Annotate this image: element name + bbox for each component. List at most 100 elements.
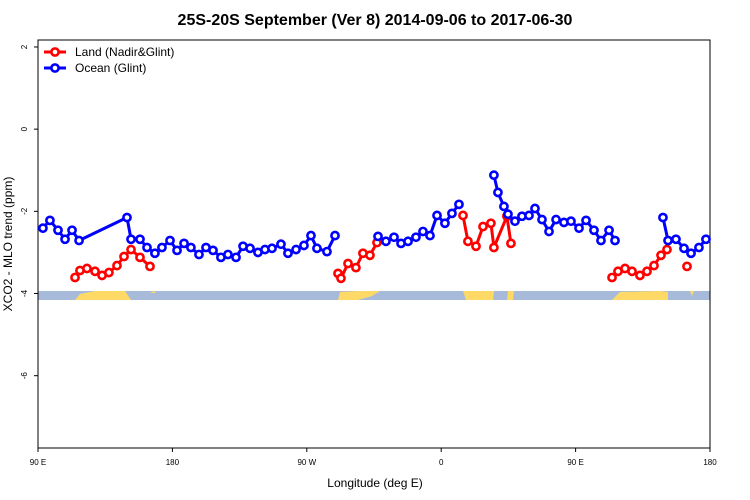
series-point [627,266,637,277]
series-point [537,214,547,225]
series-point [471,241,481,252]
series-point [682,261,692,272]
chart-title: 25S-20S September (Ver 8) 2014-09-06 to … [178,12,573,29]
series-point [231,252,241,263]
series-point [74,235,84,246]
y-axis-label: XCO2 - MLO trend (ppm) [1,177,15,312]
series-point [126,244,136,255]
series-point [291,244,301,255]
series-point [425,230,435,241]
series-point [381,236,391,247]
series-point [635,270,645,281]
series-point [510,216,520,227]
series-point [486,218,496,229]
series-point [112,260,122,271]
series-point [581,215,591,226]
series-point [223,249,233,260]
series-point [172,245,182,256]
series-point [403,236,413,247]
series-point [701,234,711,245]
series-point [694,242,704,253]
legend-marker [50,63,60,73]
series-point [493,187,503,198]
series-point [351,262,361,273]
series-point [186,242,196,253]
series-point [656,250,666,261]
series-point [544,226,554,237]
series-point [649,260,659,271]
series-point [165,235,175,246]
series-point [454,199,464,210]
series-point [267,243,277,254]
series-point [104,267,114,278]
series-point [671,234,681,245]
series-point [150,248,160,259]
series-point [503,209,513,220]
series-point [276,239,286,250]
land-sea-strip [38,291,710,300]
series-point [686,248,696,259]
series-point [82,263,92,274]
x-axis-label: Longitude (deg E) [327,476,422,490]
legend-label: Land (Nadir&Glint) [75,45,174,59]
series-point [60,234,70,245]
series-point [157,242,167,253]
series-point [524,210,534,221]
legend-label: Ocean (Glint) [75,61,146,75]
series-point [365,250,375,261]
x-tick-label: 180 [166,458,180,467]
series-point [283,248,293,259]
series-point [135,252,145,263]
series-point [53,225,63,236]
series-point [245,243,255,254]
series-point [142,242,152,253]
series-point [679,243,689,254]
series-point [389,232,399,243]
series-point [330,230,340,241]
series-point [312,243,322,254]
series-point [440,218,450,229]
series-point [432,210,442,221]
series-point [299,240,309,251]
series-point [179,238,189,249]
x-tick-label: 180 [703,458,717,467]
series-point [145,261,155,272]
y-tick-label: -6 [20,372,29,380]
y-tick-label: 0 [20,126,29,131]
series-point [642,266,652,277]
series-point [589,225,599,236]
series-point [38,223,48,234]
series-point [343,258,353,269]
series-point [126,234,136,245]
series-point [70,272,80,283]
series-point [336,273,346,284]
series-point [373,231,383,242]
series-point [489,170,499,181]
series-point [411,232,421,243]
series-point [208,245,218,256]
series-point [90,266,100,277]
x-tick-label: 90 E [567,458,583,467]
series-point [658,212,668,223]
series-point [607,272,617,283]
x-tick-label: 0 [439,458,444,467]
series-point [530,203,540,214]
y-tick-label: -2 [20,207,29,215]
series-point [610,235,620,246]
series-point [596,235,606,246]
series-point [322,246,332,257]
series-point [418,226,428,237]
series-point [194,249,204,260]
y-tick-label: -4 [20,289,29,297]
series-point [566,216,576,227]
series-point [551,214,561,225]
plot-frame [37,39,711,449]
series-point [306,230,316,241]
series-point [45,215,55,226]
series-point [478,221,488,232]
series-point [458,210,468,221]
series-point [499,201,509,212]
series-point [122,212,132,223]
legend-marker [50,47,60,57]
series-point [67,225,77,236]
